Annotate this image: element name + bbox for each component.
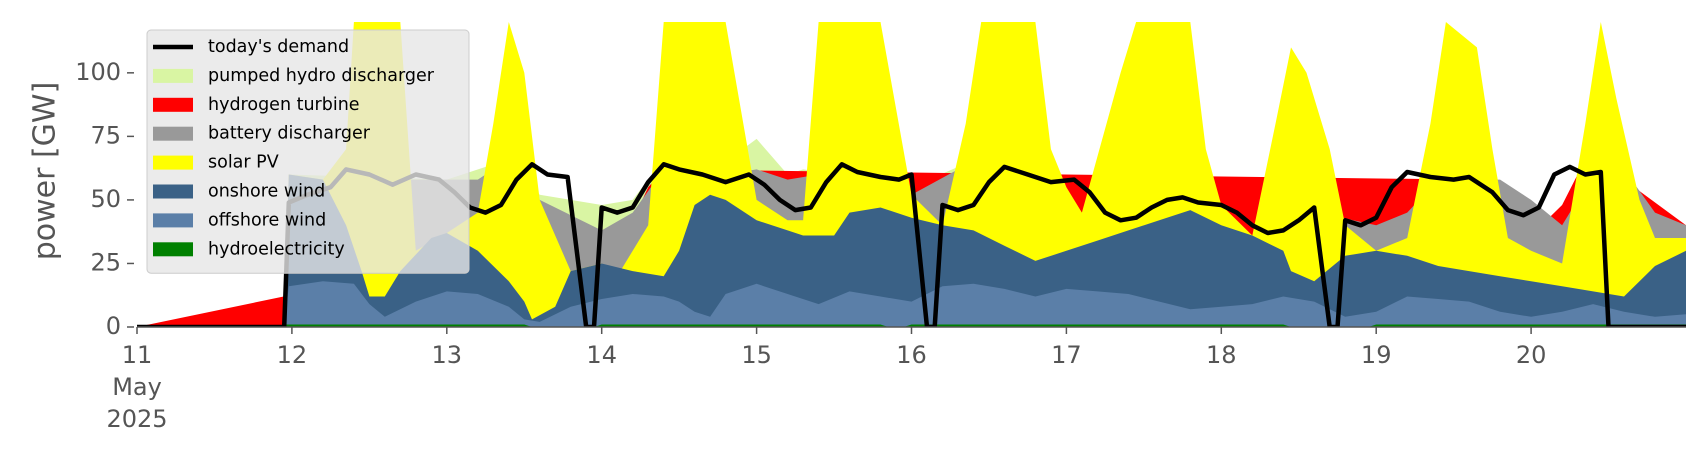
x-tick-label: 20: [1516, 341, 1547, 369]
legend-swatch: [153, 213, 193, 228]
y-tick-label: 25: [90, 248, 121, 276]
legend-label: onshore wind: [208, 182, 325, 202]
legend-label: pumped hydro discharger: [208, 66, 435, 86]
x-tick-label: 11: [122, 341, 153, 369]
legend-label: solar PV: [208, 153, 279, 173]
legend-swatch: [153, 97, 193, 112]
legend-swatch: [153, 68, 193, 83]
legend-swatch: [153, 242, 193, 257]
x-tick-label: 19: [1361, 341, 1392, 369]
x-tick-label: 13: [432, 341, 463, 369]
y-tick-label: 75: [90, 121, 121, 149]
legend-swatch: [153, 126, 193, 141]
line-todays-demand: [137, 162, 1686, 327]
y-tick-label: 50: [90, 185, 121, 213]
y-tick-label: 100: [75, 58, 121, 86]
x-tick-label: 15: [741, 341, 772, 369]
axes: 0 25 50 75 100 11 May 2025 12 13 14 15 16 17 18 19 20: [75, 58, 1686, 433]
x-tick-label: 14: [586, 341, 617, 369]
x-tick-label: 16: [896, 341, 927, 369]
legend-swatch: [153, 155, 193, 170]
y-axis-label: power [GW]: [28, 82, 63, 261]
x-tick-label: 12: [277, 341, 308, 369]
legend-label: offshore wind: [208, 210, 326, 230]
legend-box: [146, 29, 470, 274]
x-tick-label: 2025: [106, 405, 167, 433]
plot-area: [137, 22, 1686, 327]
area-onshore-wind: [137, 174, 1686, 327]
legend-label: today's demand: [208, 37, 349, 57]
area-offshore-wind: [137, 281, 1686, 327]
y-tick-label: 0: [106, 312, 121, 340]
x-tick-label: May: [112, 373, 162, 401]
x-tick-label: 17: [1051, 341, 1082, 369]
area-solar-pv: [137, 22, 1686, 327]
legend-label: battery discharger: [208, 124, 371, 144]
x-tick-label: 18: [1206, 341, 1237, 369]
legend-swatch: [153, 184, 193, 199]
legend: today's demand pumped hydro discharger hyd…: [146, 29, 470, 274]
legend-label: hydrogen turbine: [208, 95, 360, 115]
legend-label: hydroelectricity: [208, 239, 345, 259]
